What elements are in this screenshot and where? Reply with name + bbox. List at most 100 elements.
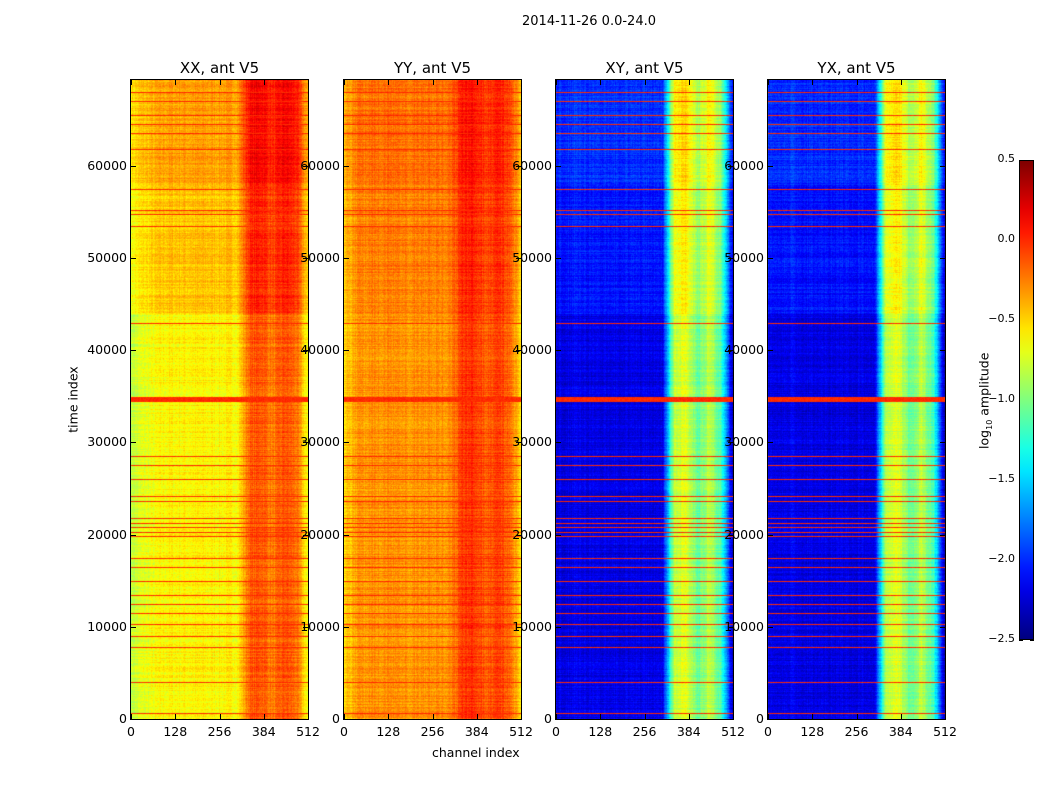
panel-title: XY, ant V5 [605, 59, 684, 77]
x-tick-label: 0 [764, 724, 772, 739]
y-tick-label: 10000 [87, 618, 127, 634]
y-tick-mark [768, 350, 773, 352]
y-tick-mark [728, 257, 733, 259]
y-tick-mark [556, 257, 561, 259]
y-tick-mark [303, 442, 308, 444]
x-tick-label: 256 [632, 724, 657, 739]
x-tick-label: 128 [800, 724, 825, 739]
y-tick-label: 0 [119, 711, 127, 726]
x-tick-mark [432, 80, 434, 85]
x-tick-mark [131, 714, 132, 719]
y-tick-mark [940, 442, 945, 444]
colorbar [1019, 160, 1034, 640]
y-tick-label: 50000 [300, 249, 340, 265]
y-tick-mark [940, 719, 945, 720]
y-tick-mark [556, 534, 561, 536]
y-tick-mark [768, 165, 773, 167]
y-tick-mark [556, 165, 561, 167]
y-tick-mark [131, 165, 136, 167]
x-tick-mark [476, 80, 478, 85]
y-tick-label: 20000 [300, 526, 340, 542]
y-tick-mark [768, 534, 773, 536]
y-tick-mark [303, 257, 308, 259]
y-tick-label: 50000 [87, 249, 127, 265]
y-tick-mark [344, 350, 349, 352]
y-tick-mark [303, 719, 308, 720]
x-tick-mark [175, 714, 177, 719]
x-tick-label: 0 [127, 724, 135, 739]
x-tick-label: 128 [588, 724, 613, 739]
x-tick-mark [388, 80, 390, 85]
y-tick-mark [344, 719, 349, 720]
x-tick-mark [856, 80, 858, 85]
y-tick-mark [344, 534, 349, 536]
y-tick-label: 60000 [300, 157, 340, 173]
x-tick-mark [263, 714, 265, 719]
colorbar-tick-label: −1.5 [988, 472, 1015, 485]
y-tick-mark [556, 719, 561, 720]
x-tick-label: 512 [509, 724, 533, 739]
x-tick-label: 512 [296, 724, 320, 739]
y-tick-mark [768, 442, 773, 444]
y-tick-label: 0 [544, 711, 552, 726]
x-tick-label: 0 [552, 724, 560, 739]
colorbar-tick-label: 0.5 [997, 152, 1016, 165]
y-tick-label: 10000 [724, 618, 764, 634]
x-tick-mark [945, 714, 946, 719]
y-tick-label: 60000 [724, 157, 764, 173]
y-tick-mark [131, 257, 136, 259]
y-tick-mark [516, 257, 521, 259]
y-tick-label: 40000 [300, 342, 340, 358]
y-tick-mark [940, 350, 945, 352]
y-tick-label: 50000 [512, 249, 552, 265]
x-tick-mark [344, 80, 345, 85]
colorbar-tick-label: −1.0 [988, 392, 1015, 405]
x-axis-label: channel index [432, 745, 520, 760]
x-tick-mark [600, 714, 602, 719]
x-tick-mark [644, 80, 646, 85]
x-tick-mark [812, 80, 814, 85]
y-tick-mark [516, 442, 521, 444]
x-tick-mark [688, 80, 690, 85]
x-tick-mark [219, 80, 221, 85]
x-tick-mark [600, 80, 602, 85]
colorbar-tick-label: −2.0 [988, 552, 1015, 565]
heatmap-xy [555, 79, 734, 720]
x-tick-mark [521, 80, 522, 85]
y-tick-mark [303, 534, 308, 536]
heatmap-xx [130, 79, 309, 720]
y-tick-mark [344, 257, 349, 259]
x-tick-mark [556, 80, 557, 85]
panel-title: XX, ant V5 [179, 59, 260, 77]
y-tick-mark [768, 257, 773, 259]
x-tick-mark [476, 714, 478, 719]
x-tick-mark [768, 714, 769, 719]
x-tick-mark [900, 714, 902, 719]
y-tick-mark [344, 626, 349, 628]
x-tick-label: 384 [251, 724, 276, 739]
colorbar-tick-mark [1030, 640, 1034, 641]
x-tick-label: 384 [888, 724, 913, 739]
y-tick-label: 60000 [87, 157, 127, 173]
y-tick-mark [940, 534, 945, 536]
y-tick-label: 0 [756, 711, 764, 726]
x-tick-mark [308, 714, 309, 719]
colorbar-label: log10 amplitude [976, 352, 994, 449]
x-tick-label: 512 [721, 724, 745, 739]
x-tick-label: 128 [163, 724, 188, 739]
y-tick-label: 0 [332, 711, 340, 726]
x-tick-mark [945, 80, 946, 85]
colorbar-tick-label: −0.5 [988, 312, 1015, 325]
x-tick-label: 128 [376, 724, 401, 739]
y-axis-label: time index [65, 366, 81, 433]
x-tick-mark [768, 80, 769, 85]
y-tick-mark [728, 165, 733, 167]
x-tick-mark [131, 80, 132, 85]
y-tick-mark [303, 626, 308, 628]
y-tick-label: 20000 [724, 526, 764, 542]
x-tick-label: 256 [207, 724, 232, 739]
y-tick-mark [556, 626, 561, 628]
y-tick-label: 10000 [300, 618, 340, 634]
y-tick-mark [516, 719, 521, 720]
x-tick-mark [521, 714, 522, 719]
